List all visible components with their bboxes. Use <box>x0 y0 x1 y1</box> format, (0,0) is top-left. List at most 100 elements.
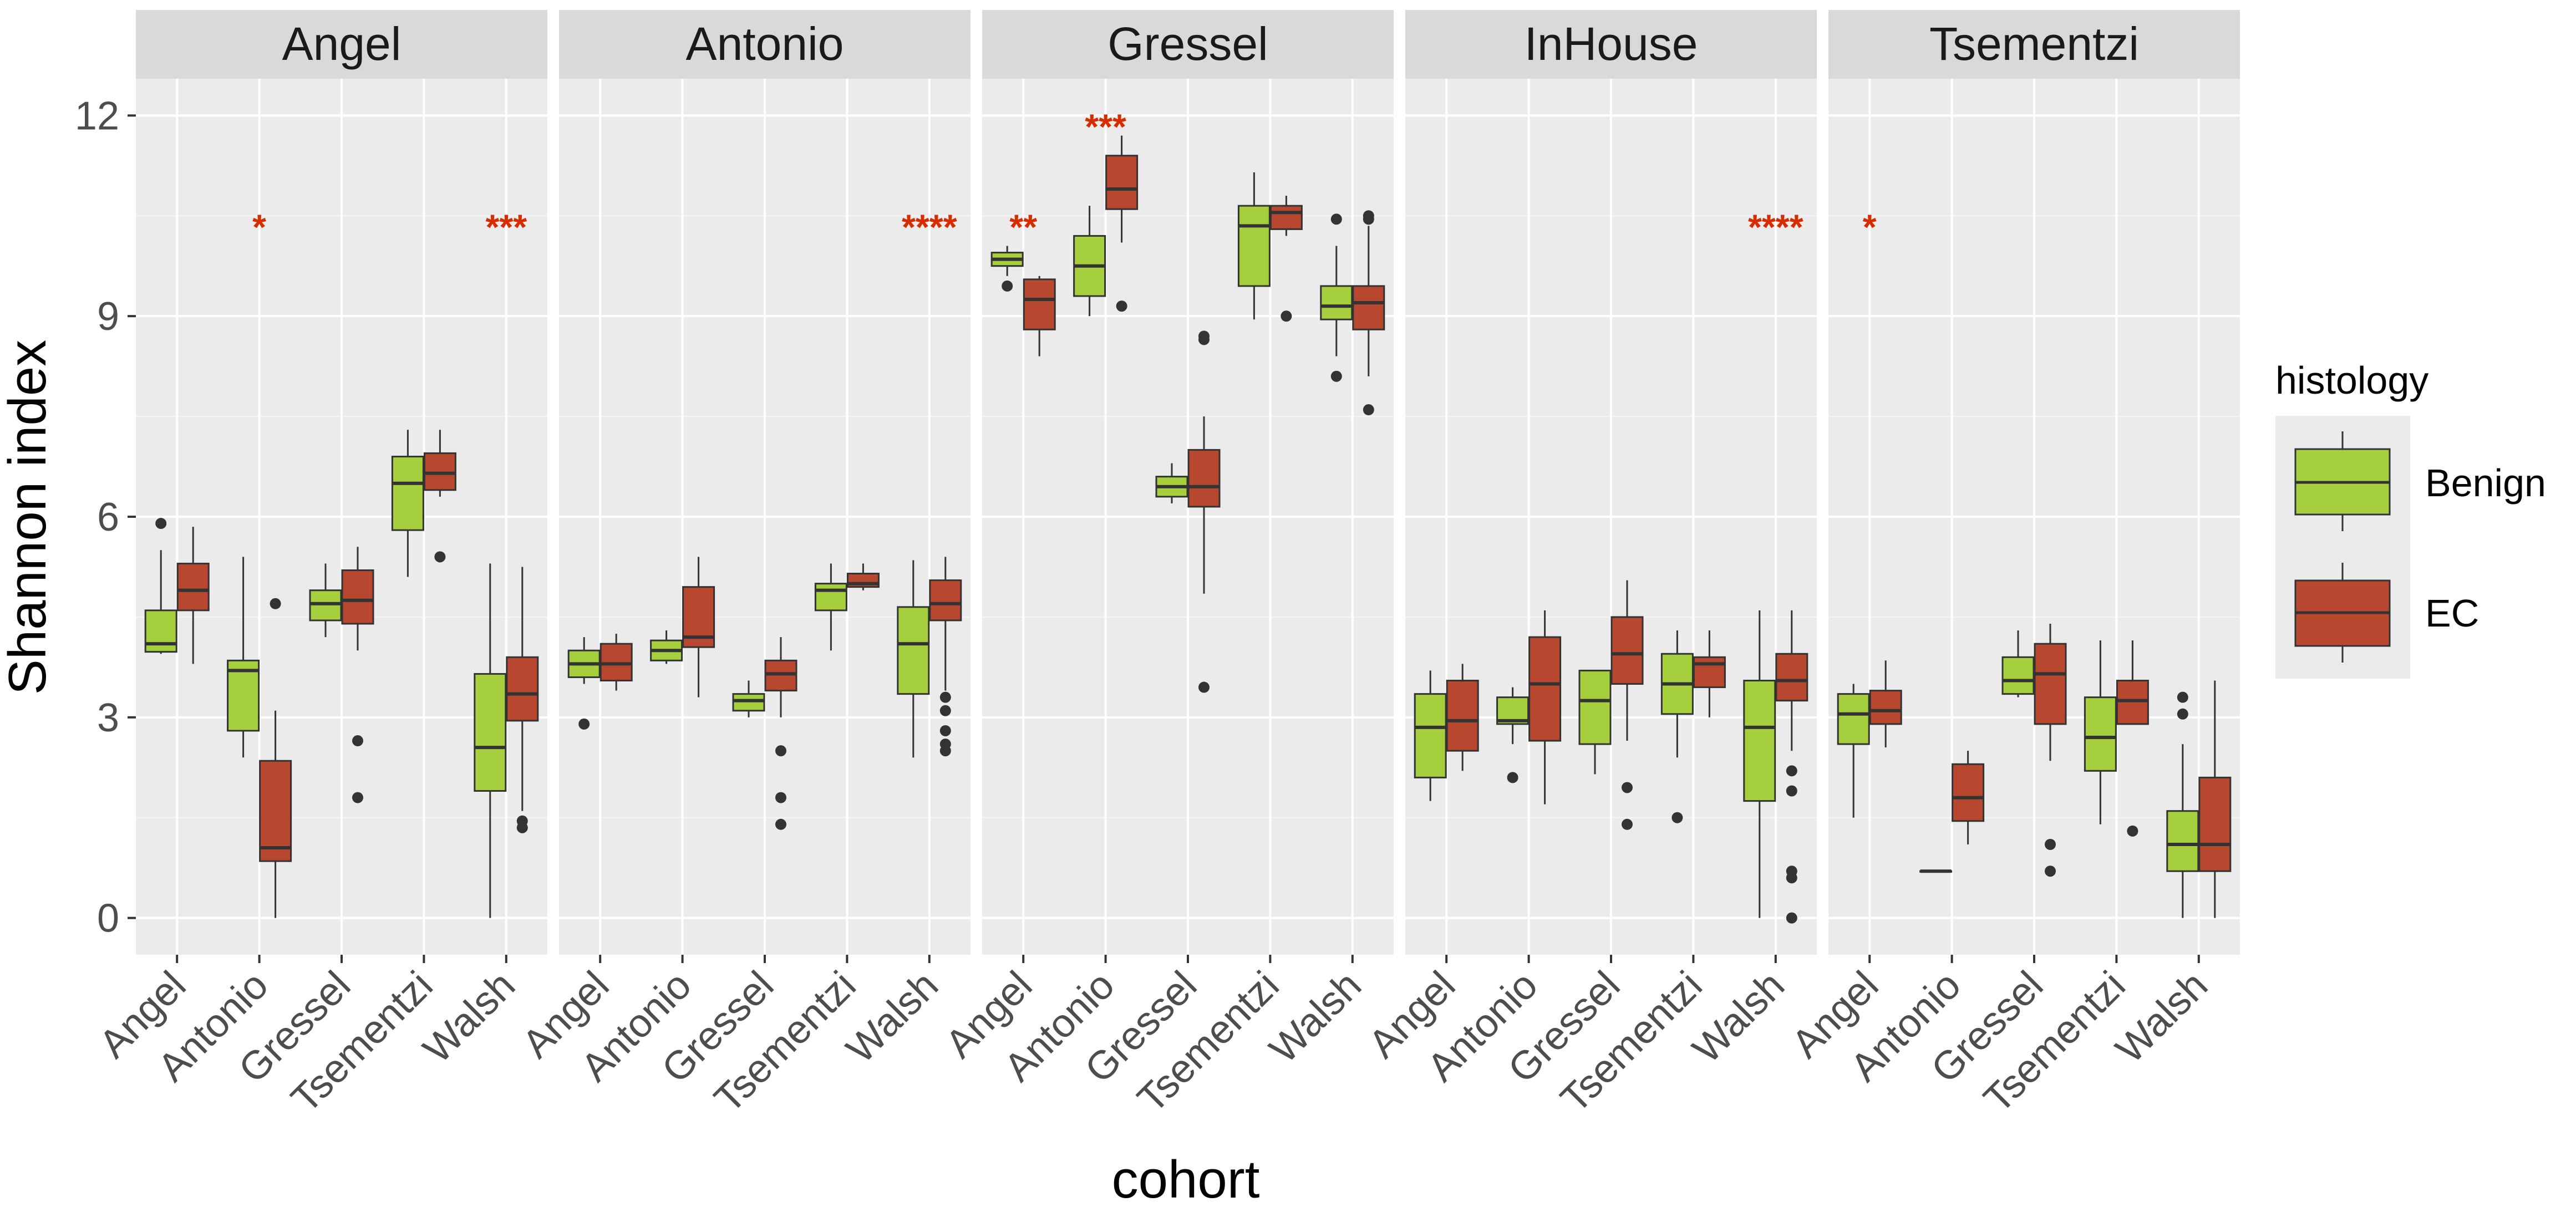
box-iqr <box>1869 690 1902 725</box>
box-benign <box>1496 687 1530 783</box>
group-walsh: *** <box>474 207 539 918</box>
box-iqr <box>176 562 210 612</box>
facet-title: Angel <box>282 18 402 70</box>
group-angel: ** <box>990 207 1056 357</box>
outlier-point <box>1786 765 1797 777</box>
significance-label: **** <box>1748 207 1803 247</box>
facet-panel-gressel: GresselAngelAntonioGresselTsementziWalsh… <box>937 10 1394 1121</box>
x-axis-title: cohort <box>1112 1150 1260 1209</box>
box-benign <box>1414 670 1447 801</box>
outlier-point <box>1002 280 1013 292</box>
outlier-point <box>2045 865 2056 877</box>
significance-label: *** <box>485 207 527 247</box>
box-ec <box>341 547 374 803</box>
group-gressel <box>309 547 374 803</box>
group-gressel <box>2001 623 2067 877</box>
outlier-point <box>939 745 951 757</box>
box-iqr <box>2166 810 2199 872</box>
box-iqr <box>764 659 797 692</box>
box-benign <box>2166 691 2199 918</box>
box-ec <box>1187 330 1221 693</box>
outlier-point <box>775 792 786 803</box>
box-iqr <box>1446 679 1479 752</box>
box-iqr <box>1693 656 1726 689</box>
box-iqr <box>1952 763 1985 822</box>
box-ec <box>1775 610 1808 924</box>
group-antonio <box>650 557 715 697</box>
facet-panel-antonio: AntonioAngelAntonioGresselTsementziWalsh… <box>514 10 971 1121</box>
legend-key-ec <box>2294 563 2391 663</box>
box-benign <box>650 630 683 664</box>
outlier-point <box>155 518 167 529</box>
outlier-point <box>1671 812 1683 823</box>
box-benign <box>227 557 260 758</box>
box-ec <box>682 557 715 697</box>
outlier-point <box>1622 818 1633 830</box>
outlier-point <box>1786 912 1797 924</box>
box-iqr <box>309 589 342 622</box>
outlier-point <box>1622 782 1633 793</box>
box-benign <box>2001 630 2035 697</box>
box-iqr <box>929 579 962 622</box>
facet-strip <box>1828 10 2240 79</box>
box-ec <box>1105 135 1139 312</box>
group-walsh: **** <box>1743 207 1808 924</box>
y-tick-label: 6 <box>97 495 119 539</box>
group-antonio: *** <box>1073 107 1139 317</box>
box-ec <box>1446 664 1479 771</box>
facet-panel-inhouse: InHouseAngelAntonioGresselTsementziWalsh… <box>1360 10 1817 1121</box>
y-axis: 0 3 6 9 12 <box>75 94 136 941</box>
significance-label: * <box>252 207 266 247</box>
significance-label: * <box>1863 207 1877 247</box>
outlier-point <box>1330 213 1342 225</box>
box-ec <box>176 527 210 664</box>
group-gressel <box>1578 580 1644 830</box>
box-iqr <box>2198 776 2232 872</box>
box-ec <box>929 557 962 757</box>
box-benign <box>897 560 930 758</box>
box-iqr <box>423 452 456 491</box>
box-benign <box>814 563 847 651</box>
outlier-point <box>2045 838 2056 850</box>
box-ec <box>599 634 633 691</box>
box-ec <box>846 563 880 590</box>
legend-title: histology <box>2275 359 2428 402</box>
box-iqr <box>814 583 847 612</box>
legend-keys <box>2294 431 2391 663</box>
box-ec <box>2198 680 2232 918</box>
facet-strip <box>982 10 1394 79</box>
outlier-point <box>775 818 786 830</box>
legend-label-ec: EC <box>2425 592 2479 635</box>
box-iqr <box>1352 285 1385 330</box>
box-ec <box>1023 276 1056 357</box>
box-iqr <box>341 569 374 625</box>
box-benign <box>990 246 1024 292</box>
outlier-point <box>1507 772 1518 783</box>
box-ec <box>1352 210 1385 416</box>
box-iqr <box>1837 693 1870 745</box>
y-tick-label: 9 <box>97 294 119 339</box>
box-iqr <box>1320 285 1353 320</box>
box-iqr <box>227 659 260 732</box>
group-gressel <box>732 637 797 830</box>
box-benign <box>309 563 342 638</box>
box-benign <box>391 430 424 577</box>
group-walsh <box>2166 680 2232 918</box>
legend-label-benign: Benign <box>2425 461 2546 505</box>
outlier-point <box>434 551 446 563</box>
box-benign <box>1837 684 1870 818</box>
facet-title: Gressel <box>1107 18 1268 70</box>
significance-label: **** <box>902 207 957 247</box>
box-iqr <box>1023 278 1056 330</box>
legend: histology Benign EC <box>2275 359 2546 679</box>
facet-panel-tsementzi: TsementziAngelAntonioGresselTsementziWal… <box>1784 10 2240 1121</box>
box-iqr <box>506 656 539 722</box>
group-angel <box>144 518 210 664</box>
box-benign <box>1155 463 1188 503</box>
box-iqr <box>1775 653 1808 702</box>
box-iqr <box>2001 656 2035 695</box>
box-ec <box>506 567 539 833</box>
group-gressel <box>1155 330 1221 693</box>
box-ec <box>423 430 456 563</box>
